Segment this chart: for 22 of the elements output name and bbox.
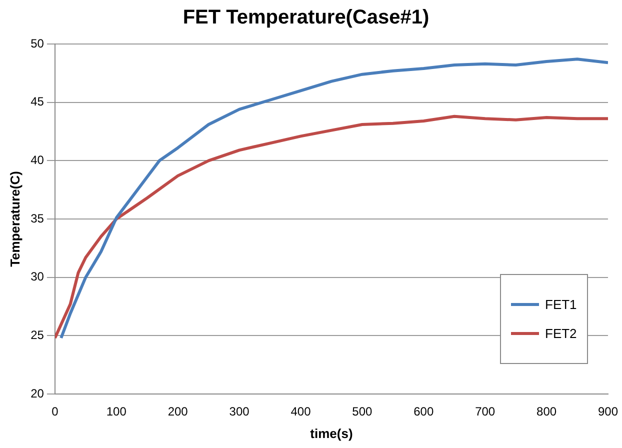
x-tick-label: 900 [598,404,618,419]
y-tick-label: 35 [30,211,44,226]
x-tick-label: 100 [106,404,127,419]
x-tick-label: 0 [52,404,59,419]
x-tick-label: 200 [168,404,188,419]
legend-label: FET2 [545,326,577,341]
y-tick-label: 25 [30,328,44,342]
x-tick-label: 600 [414,404,434,419]
y-tick-label: 40 [30,152,44,167]
y-tick-label: 45 [30,94,44,109]
x-axis-title: time(s) [310,426,353,441]
x-tick-label: 500 [352,404,373,419]
legend-label: FET1 [545,297,577,312]
y-axis-title: Temperature(C) [7,171,22,267]
x-tick-label: 700 [475,404,496,419]
x-tick-label: 300 [229,404,250,419]
y-tick-label: 50 [30,36,44,50]
x-tick-label: 400 [290,404,312,419]
chart-title: FET Temperature(Case#1) [182,6,430,29]
y-tick-label: 30 [30,270,44,284]
x-tick-label: 800 [536,404,557,419]
y-tick-label: 20 [30,386,44,400]
